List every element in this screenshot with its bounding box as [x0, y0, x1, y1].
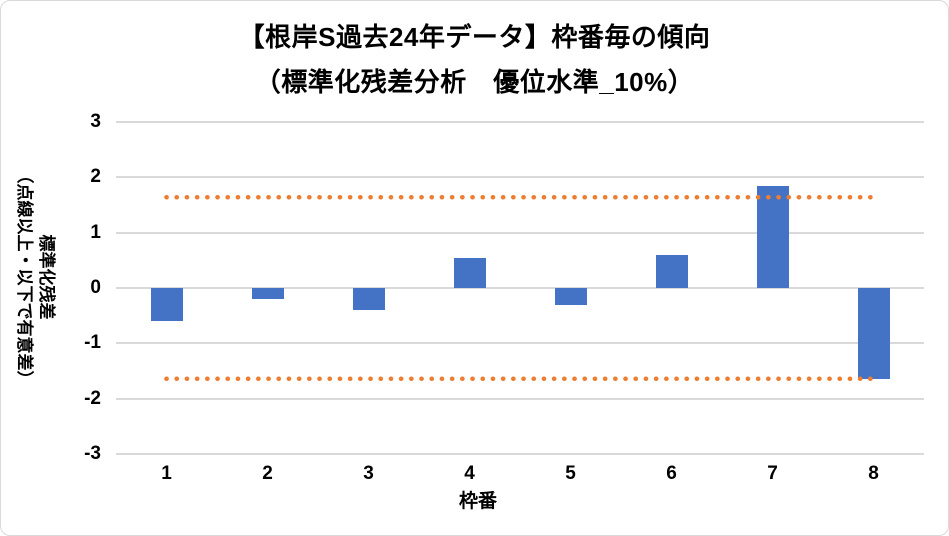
threshold-lines	[164, 194, 876, 382]
gridline-y-1	[116, 231, 924, 234]
x-tick-label-6: 6	[666, 463, 677, 484]
x-tick-label-5: 5	[565, 463, 576, 484]
y-tick-label--2: -2	[84, 387, 101, 409]
bar-frame-7	[756, 185, 789, 288]
gridline-y-0	[116, 287, 924, 289]
x-tick-label-8: 8	[868, 463, 879, 484]
bar-frame-6	[655, 254, 688, 288]
y-axis-title-main: 標準化残差	[37, 234, 56, 320]
bar-frame-8	[857, 288, 890, 380]
bar-frame-3	[352, 288, 385, 311]
x-tick-label-4: 4	[464, 463, 475, 484]
gridline-y--3	[116, 453, 924, 455]
bar-frame-5	[554, 288, 587, 305]
y-axis-title: 標準化残差 （点線以上・以下で有意差）	[13, 111, 57, 443]
gridline-y-3	[116, 121, 924, 123]
chart-title-line2: （標準化残差分析 優位水準_10%）	[254, 67, 695, 97]
plot-area	[116, 121, 924, 455]
bar-frame-4	[453, 257, 486, 288]
bar-frame-2	[251, 288, 284, 300]
bar-frame-1	[150, 288, 183, 322]
y-tick-label-1: 1	[90, 221, 101, 243]
chart-title-line1: 【根岸S過去24年データ】枠番毎の傾向	[238, 22, 711, 52]
y-tick-label-3: 3	[90, 111, 101, 132]
chart-title: 【根岸S過去24年データ】枠番毎の傾向 （標準化残差分析 優位水準_10%）	[1, 15, 948, 105]
x-tick-label-3: 3	[363, 463, 374, 484]
gridline-y--1	[116, 342, 924, 345]
y-tick-label--3: -3	[84, 443, 101, 464]
y-tick-label--1: -1	[84, 332, 101, 354]
x-tick-label-7: 7	[767, 463, 778, 484]
y-tick-label-0: 0	[90, 277, 101, 298]
x-tick-label-1: 1	[161, 463, 172, 484]
y-axis-title-note: （点線以上・以下で有意差）	[15, 166, 34, 388]
x-axis-title: 枠番	[458, 491, 497, 512]
x-tick-label-2: 2	[262, 463, 273, 484]
gridline-y--2	[116, 397, 924, 400]
gridline-y-2	[116, 176, 924, 179]
y-tick-label-2: 2	[90, 166, 101, 188]
